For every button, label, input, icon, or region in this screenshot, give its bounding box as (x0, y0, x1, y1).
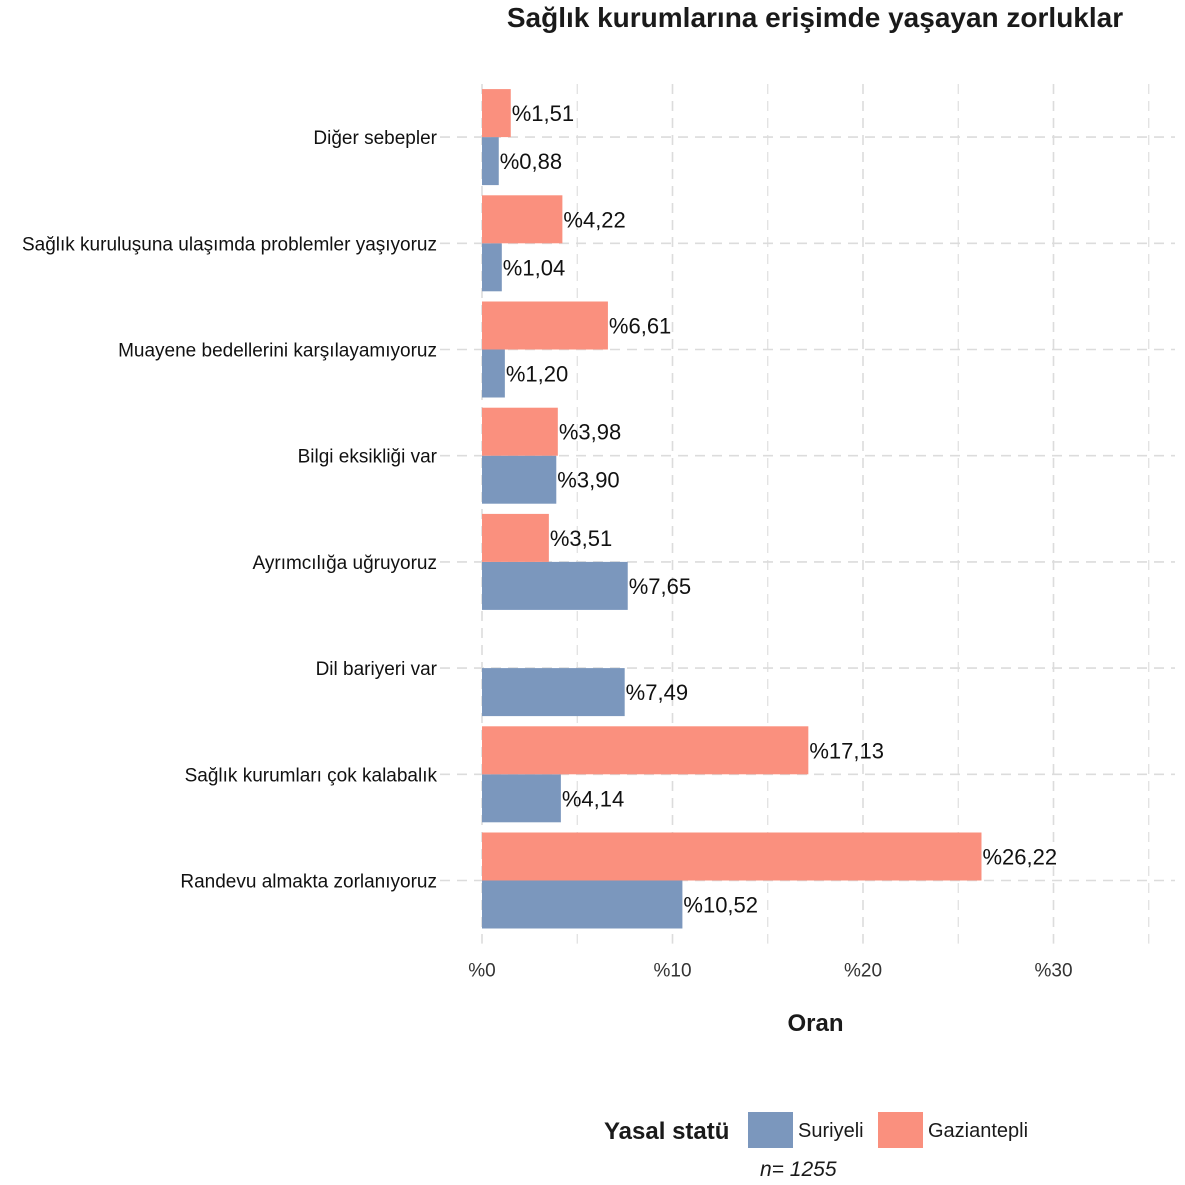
category-label: Sağlık kuruluşuna ulaşımda problemler ya… (22, 234, 437, 255)
value-label: %3,90 (557, 468, 619, 493)
category-label: Sağlık kurumları çok kalabalık (185, 765, 438, 786)
bar-suriyeli (482, 137, 499, 186)
bar-suriyeli (482, 455, 557, 504)
category-label: Ayrımcılığa uğruyoruz (253, 553, 437, 574)
bar-suriyeli (482, 668, 625, 717)
value-label: %7,49 (626, 680, 688, 705)
legend-label-gaziantepli: Gaziantepli (928, 1120, 1029, 1142)
x-tick-label: %0 (468, 961, 495, 982)
category-label: Bilgi eksikliği var (298, 447, 438, 468)
value-label: %4,14 (562, 786, 624, 811)
x-tick-labels: %0 %10 %20 %30 (468, 961, 1072, 982)
bar-suriyeli (482, 243, 502, 292)
bar-gaziantepli (482, 832, 982, 881)
value-label: %3,51 (550, 526, 612, 551)
bar-gaziantepli (482, 513, 549, 562)
sample-size-caption: n= 1255 (760, 1158, 837, 1181)
chart-title: Sağlık kurumlarına erişimde yaşayan zorl… (506, 2, 1124, 33)
category-labels: Diğer sebepler Sağlık kuruluşuna ulaşımda… (22, 128, 438, 892)
bar-suriyeli (482, 561, 628, 610)
bar-suriyeli (482, 349, 505, 398)
value-label: %10,52 (683, 893, 758, 918)
value-label: %6,61 (609, 314, 671, 339)
bars (482, 89, 982, 929)
value-label: %17,13 (809, 738, 884, 763)
value-label: %1,20 (506, 362, 568, 387)
legend: Yasal statü Suriyeli Gaziantepli (0, 1110, 1185, 1154)
x-tick-label: %30 (1034, 961, 1072, 982)
legend-swatch-gaziantepli (878, 1112, 923, 1148)
value-labels: %0,88 %1,51 %1,04 %4,22 %1,20 %6,61 %3,90 %3,98… (500, 101, 1057, 917)
bar-suriyeli (482, 880, 683, 929)
bar-suriyeli (482, 774, 561, 823)
bar-gaziantepli (482, 301, 608, 350)
bar-gaziantepli (482, 407, 558, 456)
bar-gaziantepli (482, 89, 511, 138)
category-label: Dil bariyeri var (316, 659, 438, 680)
value-label: %0,88 (500, 149, 562, 174)
bar-gaziantepli (482, 195, 563, 244)
legend-title: Yasal statü (604, 1118, 730, 1145)
value-label: %1,04 (503, 255, 565, 280)
value-label: %26,22 (982, 845, 1057, 870)
value-label: %4,22 (563, 207, 625, 232)
category-label: Diğer sebepler (313, 128, 437, 149)
x-tick-label: %10 (653, 961, 691, 982)
legend-label-suriyeli: Suriyeli (798, 1120, 864, 1142)
value-label: %7,65 (629, 574, 691, 599)
category-label: Randevu almakta zorlanıyoruz (180, 872, 437, 893)
x-axis-title: Oran (787, 1010, 844, 1037)
bar-gaziantepli (482, 726, 809, 775)
value-label: %1,51 (512, 101, 574, 126)
x-tick-label: %20 (844, 961, 882, 982)
legend-swatch-suriyeli (748, 1112, 793, 1148)
category-label: Muayene bedellerini karşılayamıyoruz (118, 341, 437, 362)
value-label: %3,98 (559, 420, 621, 445)
